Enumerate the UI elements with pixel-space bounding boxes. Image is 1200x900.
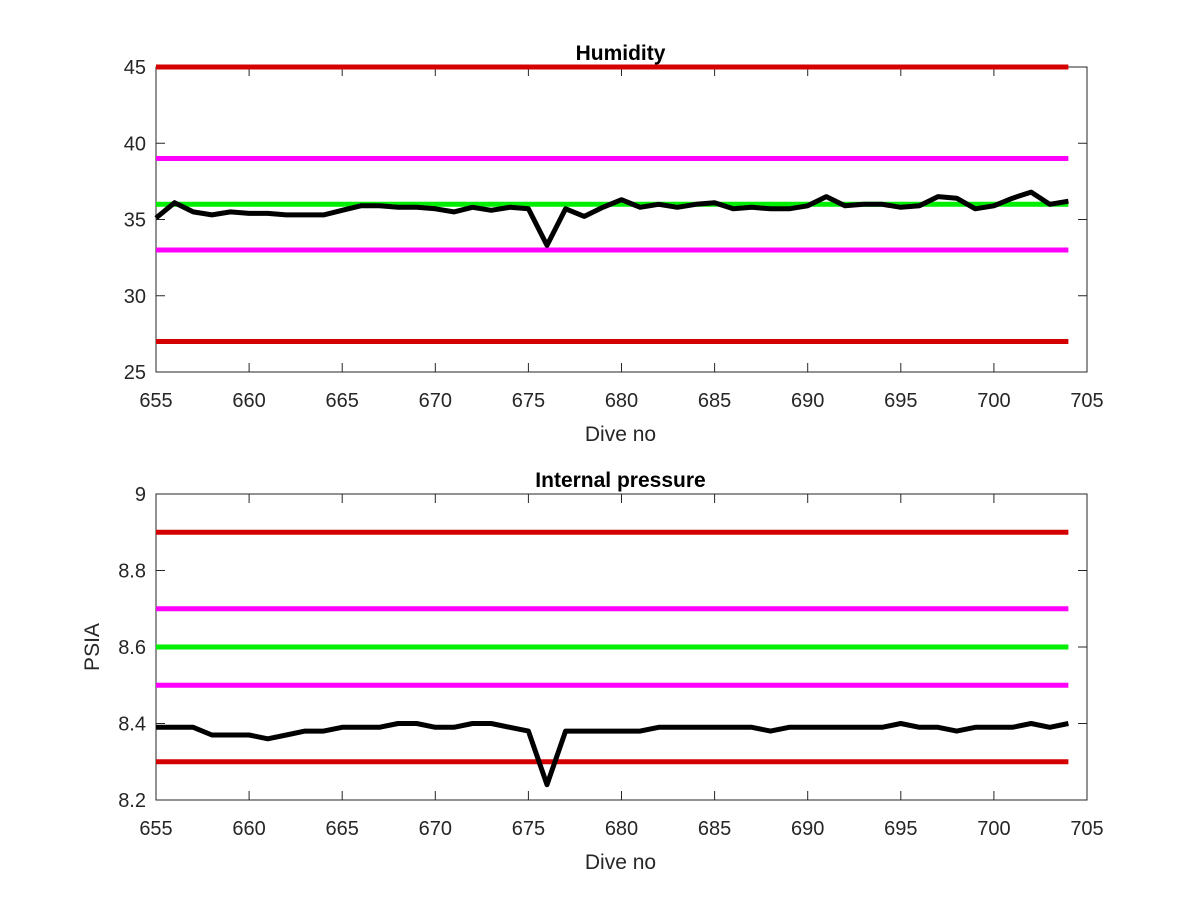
x-tick-label: 680 (605, 818, 638, 840)
y-tick-label: 40 (124, 133, 146, 155)
x-tick-label: 655 (139, 390, 172, 412)
x-tick-label: 695 (884, 818, 917, 840)
humidity-plot: 655 660 665 670 675 680 685 690 695 700 705 25 30 35 4… (124, 42, 1104, 446)
chart-title: Internal pressure (535, 469, 705, 492)
x-tick-label: 685 (698, 818, 731, 840)
axes-box (155, 66, 1088, 373)
x-tick-label: 695 (884, 390, 917, 412)
y-tick-label: 25 (124, 362, 146, 384)
y-tick-label: 8.8 (118, 561, 146, 583)
x-axis-label: Dive no (585, 423, 656, 446)
x-tick-label: 655 (139, 818, 172, 840)
x-tick-label: 705 (1070, 818, 1103, 840)
y-tick-label: 8.4 (118, 714, 146, 736)
x-tick-label: 690 (791, 818, 824, 840)
y-tick-label: 30 (124, 286, 146, 308)
x-tick-label: 690 (791, 390, 824, 412)
x-tick-label: 660 (232, 818, 265, 840)
y-tick-label: 35 (124, 210, 146, 232)
y-tick-label: 8.6 (118, 637, 146, 659)
x-tick-label: 700 (977, 390, 1010, 412)
chart-title: Humidity (576, 42, 666, 65)
x-tick-label: 685 (698, 390, 731, 412)
x-tick-label: 680 (605, 390, 638, 412)
x-tick-label: 665 (326, 390, 359, 412)
x-tick-label: 670 (419, 818, 452, 840)
x-tick-label: 670 (419, 390, 452, 412)
x-tick-label: 675 (512, 390, 545, 412)
y-tick-label: 45 (124, 57, 146, 79)
data-series-line (156, 721, 1069, 788)
x-tick-label: 700 (977, 818, 1010, 840)
data-series-line (154, 189, 1069, 248)
y-tick-label: 9 (135, 484, 146, 506)
x-tick-label: 675 (512, 818, 545, 840)
y-axis-label: PSIA (81, 623, 104, 671)
y-tick-label: 8.2 (118, 790, 146, 812)
internal-pressure-plot: 655 660 665 670 675 680 685 690 695 700 705 8.2 8.4 8… (81, 469, 1104, 874)
x-tick-label: 665 (326, 818, 359, 840)
x-tick-label: 705 (1070, 390, 1103, 412)
x-tick-label: 660 (232, 390, 265, 412)
x-axis-label: Dive no (585, 851, 656, 874)
